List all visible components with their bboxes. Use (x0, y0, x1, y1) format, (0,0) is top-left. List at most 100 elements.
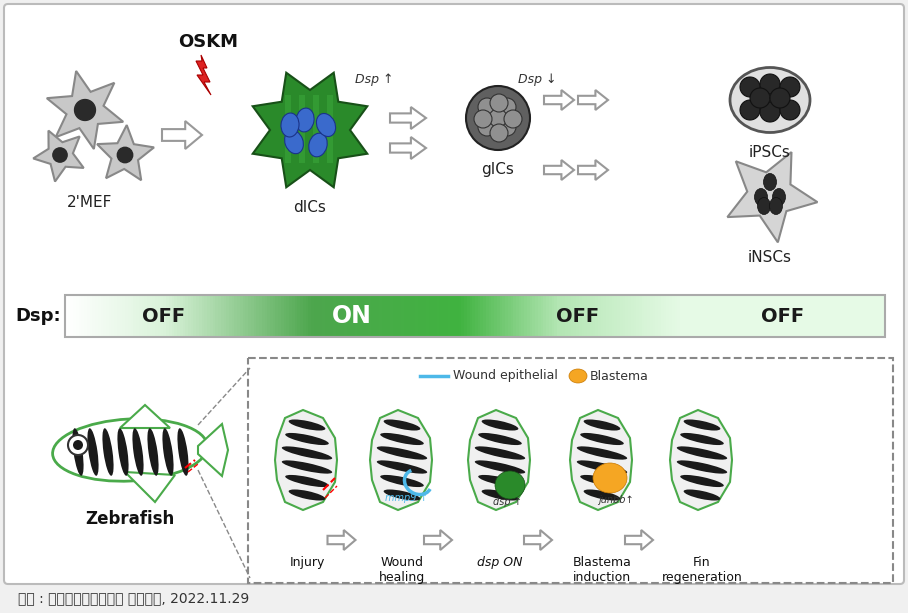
Bar (548, 295, 552, 337)
Bar (805, 295, 809, 337)
Bar (327, 95, 333, 163)
Bar (223, 295, 227, 337)
Text: dsp ↑: dsp ↑ (493, 497, 522, 507)
Ellipse shape (755, 189, 767, 205)
Bar (144, 295, 147, 337)
Bar (628, 295, 631, 337)
Bar (106, 295, 109, 337)
Bar (347, 295, 350, 337)
Bar (529, 295, 533, 337)
Bar (112, 295, 114, 337)
Ellipse shape (289, 419, 325, 430)
Bar (390, 295, 393, 337)
Text: dICs: dICs (293, 200, 327, 215)
Bar (883, 295, 885, 337)
Bar (518, 295, 522, 337)
Circle shape (498, 98, 516, 116)
Bar (516, 295, 519, 337)
Bar (431, 295, 435, 337)
Text: Blastema: Blastema (590, 370, 649, 383)
Bar (472, 295, 476, 337)
Bar (311, 295, 314, 337)
Bar (226, 295, 230, 337)
Bar (350, 295, 352, 337)
Bar (486, 295, 489, 337)
Bar (475, 295, 479, 337)
Bar (532, 295, 536, 337)
Bar (565, 295, 568, 337)
Bar (765, 295, 768, 337)
Ellipse shape (53, 419, 207, 481)
Bar (322, 295, 325, 337)
Bar (686, 295, 688, 337)
Bar (297, 295, 301, 337)
Bar (420, 295, 423, 337)
Bar (464, 295, 468, 337)
Bar (158, 295, 161, 337)
Bar (65, 295, 68, 337)
Bar (234, 295, 238, 337)
Bar (535, 295, 538, 337)
Bar (751, 295, 755, 337)
Bar (104, 295, 106, 337)
Ellipse shape (384, 419, 420, 430)
Polygon shape (544, 160, 574, 180)
Circle shape (780, 100, 800, 120)
Bar (68, 295, 71, 337)
Bar (87, 295, 90, 337)
Bar (585, 295, 587, 337)
Bar (161, 295, 164, 337)
Circle shape (760, 74, 780, 94)
Bar (385, 295, 388, 337)
Ellipse shape (475, 460, 525, 474)
Ellipse shape (377, 446, 427, 460)
Bar (480, 295, 484, 337)
Ellipse shape (380, 475, 424, 487)
Bar (609, 295, 612, 337)
Bar (341, 295, 344, 337)
Bar (82, 295, 84, 337)
Ellipse shape (147, 428, 159, 476)
Bar (114, 295, 117, 337)
Polygon shape (524, 530, 552, 550)
Bar (872, 295, 874, 337)
Bar (601, 295, 604, 337)
Ellipse shape (73, 428, 84, 476)
Bar (339, 295, 341, 337)
Bar (661, 295, 664, 337)
Bar (331, 295, 333, 337)
Bar (639, 295, 642, 337)
Polygon shape (125, 472, 175, 502)
Ellipse shape (281, 460, 332, 474)
Bar (675, 295, 677, 337)
Bar (305, 295, 309, 337)
Ellipse shape (676, 446, 727, 460)
Bar (139, 295, 142, 337)
Bar (366, 295, 369, 337)
Bar (861, 295, 864, 337)
Text: Dsp ↑: Dsp ↑ (355, 74, 393, 86)
Bar (784, 295, 787, 337)
Bar (309, 295, 311, 337)
Circle shape (504, 110, 522, 128)
Bar (369, 295, 371, 337)
Bar (207, 295, 211, 337)
Bar (538, 295, 541, 337)
Ellipse shape (133, 428, 143, 476)
Ellipse shape (764, 173, 776, 191)
Bar (669, 295, 672, 337)
Ellipse shape (377, 460, 427, 474)
Bar (786, 295, 790, 337)
Bar (125, 295, 128, 337)
Bar (713, 295, 716, 337)
Polygon shape (252, 73, 367, 188)
Bar (596, 295, 598, 337)
Bar (653, 295, 656, 337)
Ellipse shape (773, 189, 785, 205)
Text: junbb↑: junbb↑ (598, 495, 634, 505)
Bar (286, 295, 290, 337)
Bar (396, 295, 399, 337)
Bar (401, 295, 404, 337)
Bar (123, 295, 125, 337)
Bar (702, 295, 706, 337)
